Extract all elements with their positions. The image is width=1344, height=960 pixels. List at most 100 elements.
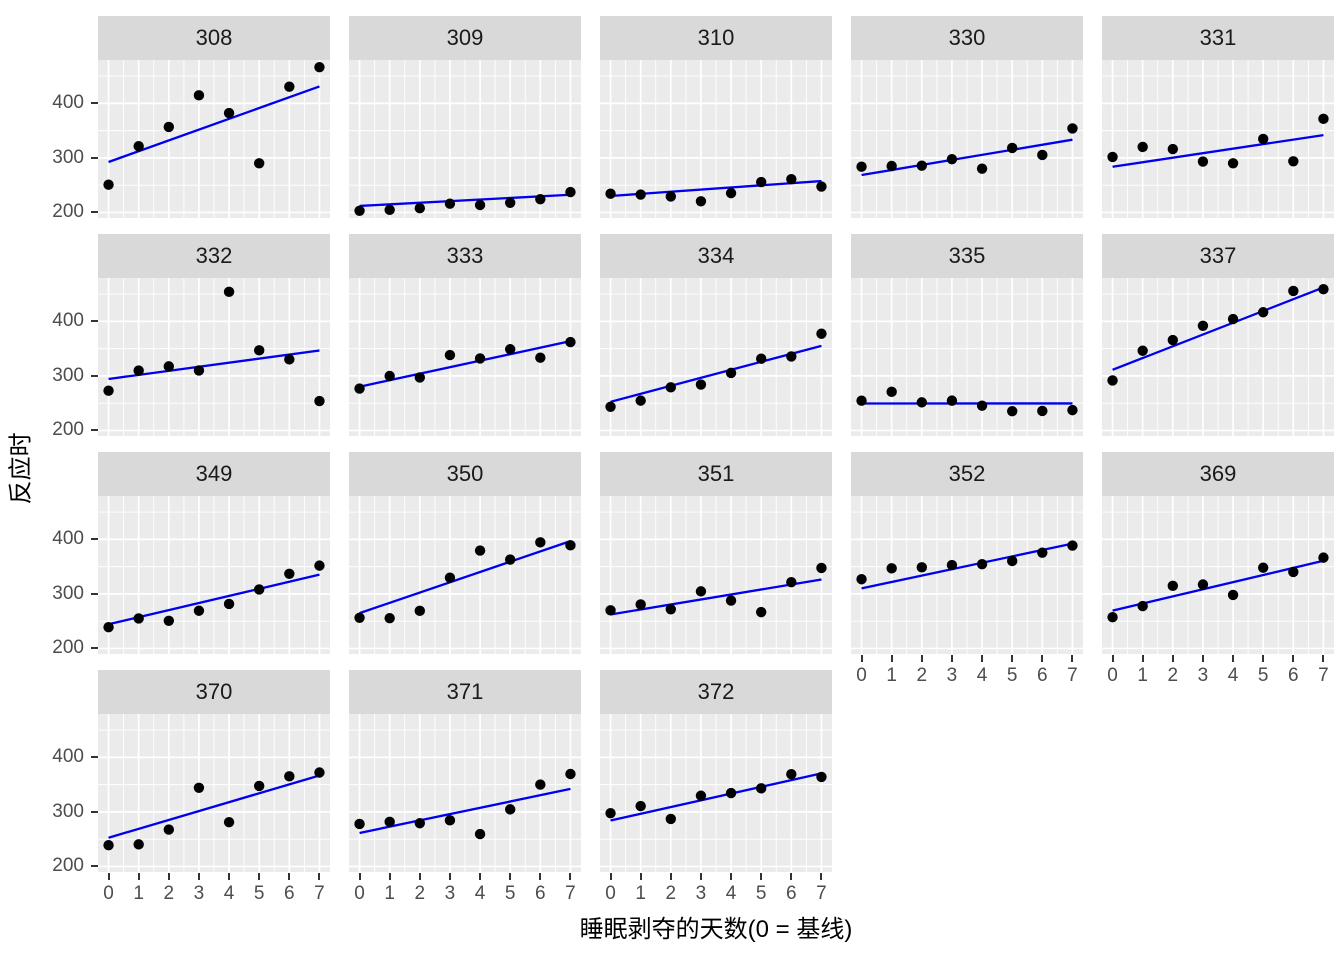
facet-strip-label: 333 xyxy=(446,243,484,268)
data-point xyxy=(354,205,365,217)
fit-line xyxy=(359,787,571,835)
x-tick-mark xyxy=(820,873,823,880)
data-point xyxy=(695,790,707,801)
data-point xyxy=(1318,284,1329,295)
facet-strip: 337 xyxy=(1102,234,1334,278)
data-point xyxy=(384,612,395,624)
x-tick-label: 6 xyxy=(1288,665,1299,686)
data-point xyxy=(223,598,235,610)
data-point xyxy=(474,353,486,364)
x-tick-label: 6 xyxy=(284,883,295,904)
x-tick-label: 5 xyxy=(755,883,767,904)
data-point xyxy=(354,612,365,623)
facet-panel xyxy=(349,496,581,654)
data-point xyxy=(163,121,175,133)
x-tick-mark xyxy=(730,873,733,880)
y-tick-label: 300 xyxy=(52,800,84,822)
data-point xyxy=(1006,555,1018,567)
fit-line xyxy=(1112,559,1324,612)
data-point xyxy=(565,540,576,551)
x-tick-label: 4 xyxy=(1227,665,1239,686)
data-point xyxy=(253,345,265,356)
x-tick-mark xyxy=(981,655,984,662)
x-tick-label: 2 xyxy=(414,883,426,904)
y-tick-mark xyxy=(91,320,98,323)
x-tick-mark xyxy=(890,655,893,662)
data-point xyxy=(1137,141,1148,153)
data-point xyxy=(565,336,576,348)
data-point xyxy=(605,605,616,616)
data-point xyxy=(946,559,958,571)
data-point xyxy=(474,545,486,556)
data-point xyxy=(193,365,205,376)
data-point xyxy=(786,351,797,362)
x-tick-mark xyxy=(1171,655,1174,662)
facet-strip: 335 xyxy=(851,234,1083,278)
y-tick-mark xyxy=(91,647,98,650)
data-point xyxy=(816,562,827,574)
data-point xyxy=(946,154,958,165)
data-point xyxy=(444,198,456,209)
data-point xyxy=(284,354,295,365)
y-tick-mark xyxy=(91,374,98,377)
facet-strip: 309 xyxy=(349,16,581,60)
facet-strip: 372 xyxy=(600,670,832,714)
y-axis-title: 反应时 xyxy=(7,432,35,505)
data-point xyxy=(133,839,144,850)
x-tick-label: 0 xyxy=(354,883,365,904)
fit-line xyxy=(861,138,1073,177)
facet-strip-label: 334 xyxy=(697,243,735,268)
data-point xyxy=(193,90,205,101)
data-point xyxy=(133,365,144,376)
data-point xyxy=(314,560,325,571)
x-tick-mark xyxy=(1292,655,1295,662)
fit-line xyxy=(610,772,822,822)
data-point xyxy=(1037,405,1048,417)
facet-panel xyxy=(349,60,581,218)
data-point xyxy=(314,767,325,778)
x-tick-label: 2 xyxy=(1167,665,1179,686)
facet-panel xyxy=(600,278,832,436)
data-point xyxy=(1257,562,1269,573)
fit-line xyxy=(359,540,571,615)
data-point xyxy=(284,81,295,92)
facet-strip-label: 332 xyxy=(195,243,233,268)
data-point xyxy=(725,595,737,606)
facet-strip: 334 xyxy=(600,234,832,278)
data-point xyxy=(223,286,235,298)
data-point xyxy=(1037,547,1048,558)
data-point xyxy=(384,204,395,216)
data-point xyxy=(1107,375,1118,386)
y-tick-label: 300 xyxy=(52,364,84,386)
data-point xyxy=(354,818,365,830)
data-point xyxy=(474,199,486,211)
data-point xyxy=(916,562,928,573)
facet-panel xyxy=(1102,278,1334,436)
data-point xyxy=(916,160,928,171)
data-point xyxy=(565,186,576,198)
data-point xyxy=(1067,404,1078,416)
facet-strip-label: 372 xyxy=(697,679,735,704)
data-point xyxy=(414,203,426,214)
data-point xyxy=(856,574,867,585)
data-point xyxy=(1167,143,1179,155)
data-point xyxy=(816,181,827,192)
facet-strip-label: 330 xyxy=(948,25,986,50)
facet-strip: 308 xyxy=(98,16,330,60)
x-tick-mark xyxy=(448,873,451,880)
data-point xyxy=(946,395,958,406)
data-point xyxy=(103,622,114,633)
data-point xyxy=(504,804,516,815)
data-point xyxy=(635,599,646,610)
x-tick-label: 4 xyxy=(474,883,486,904)
data-point xyxy=(886,563,897,574)
data-point xyxy=(1257,307,1269,318)
x-tick-mark xyxy=(1071,655,1074,662)
data-point xyxy=(886,160,897,172)
data-point xyxy=(474,828,486,840)
fit-line xyxy=(108,85,320,164)
data-point xyxy=(1006,405,1018,417)
facet-strip-label: 337 xyxy=(1199,243,1237,268)
data-point xyxy=(886,386,897,398)
x-tick-label: 4 xyxy=(976,665,988,686)
